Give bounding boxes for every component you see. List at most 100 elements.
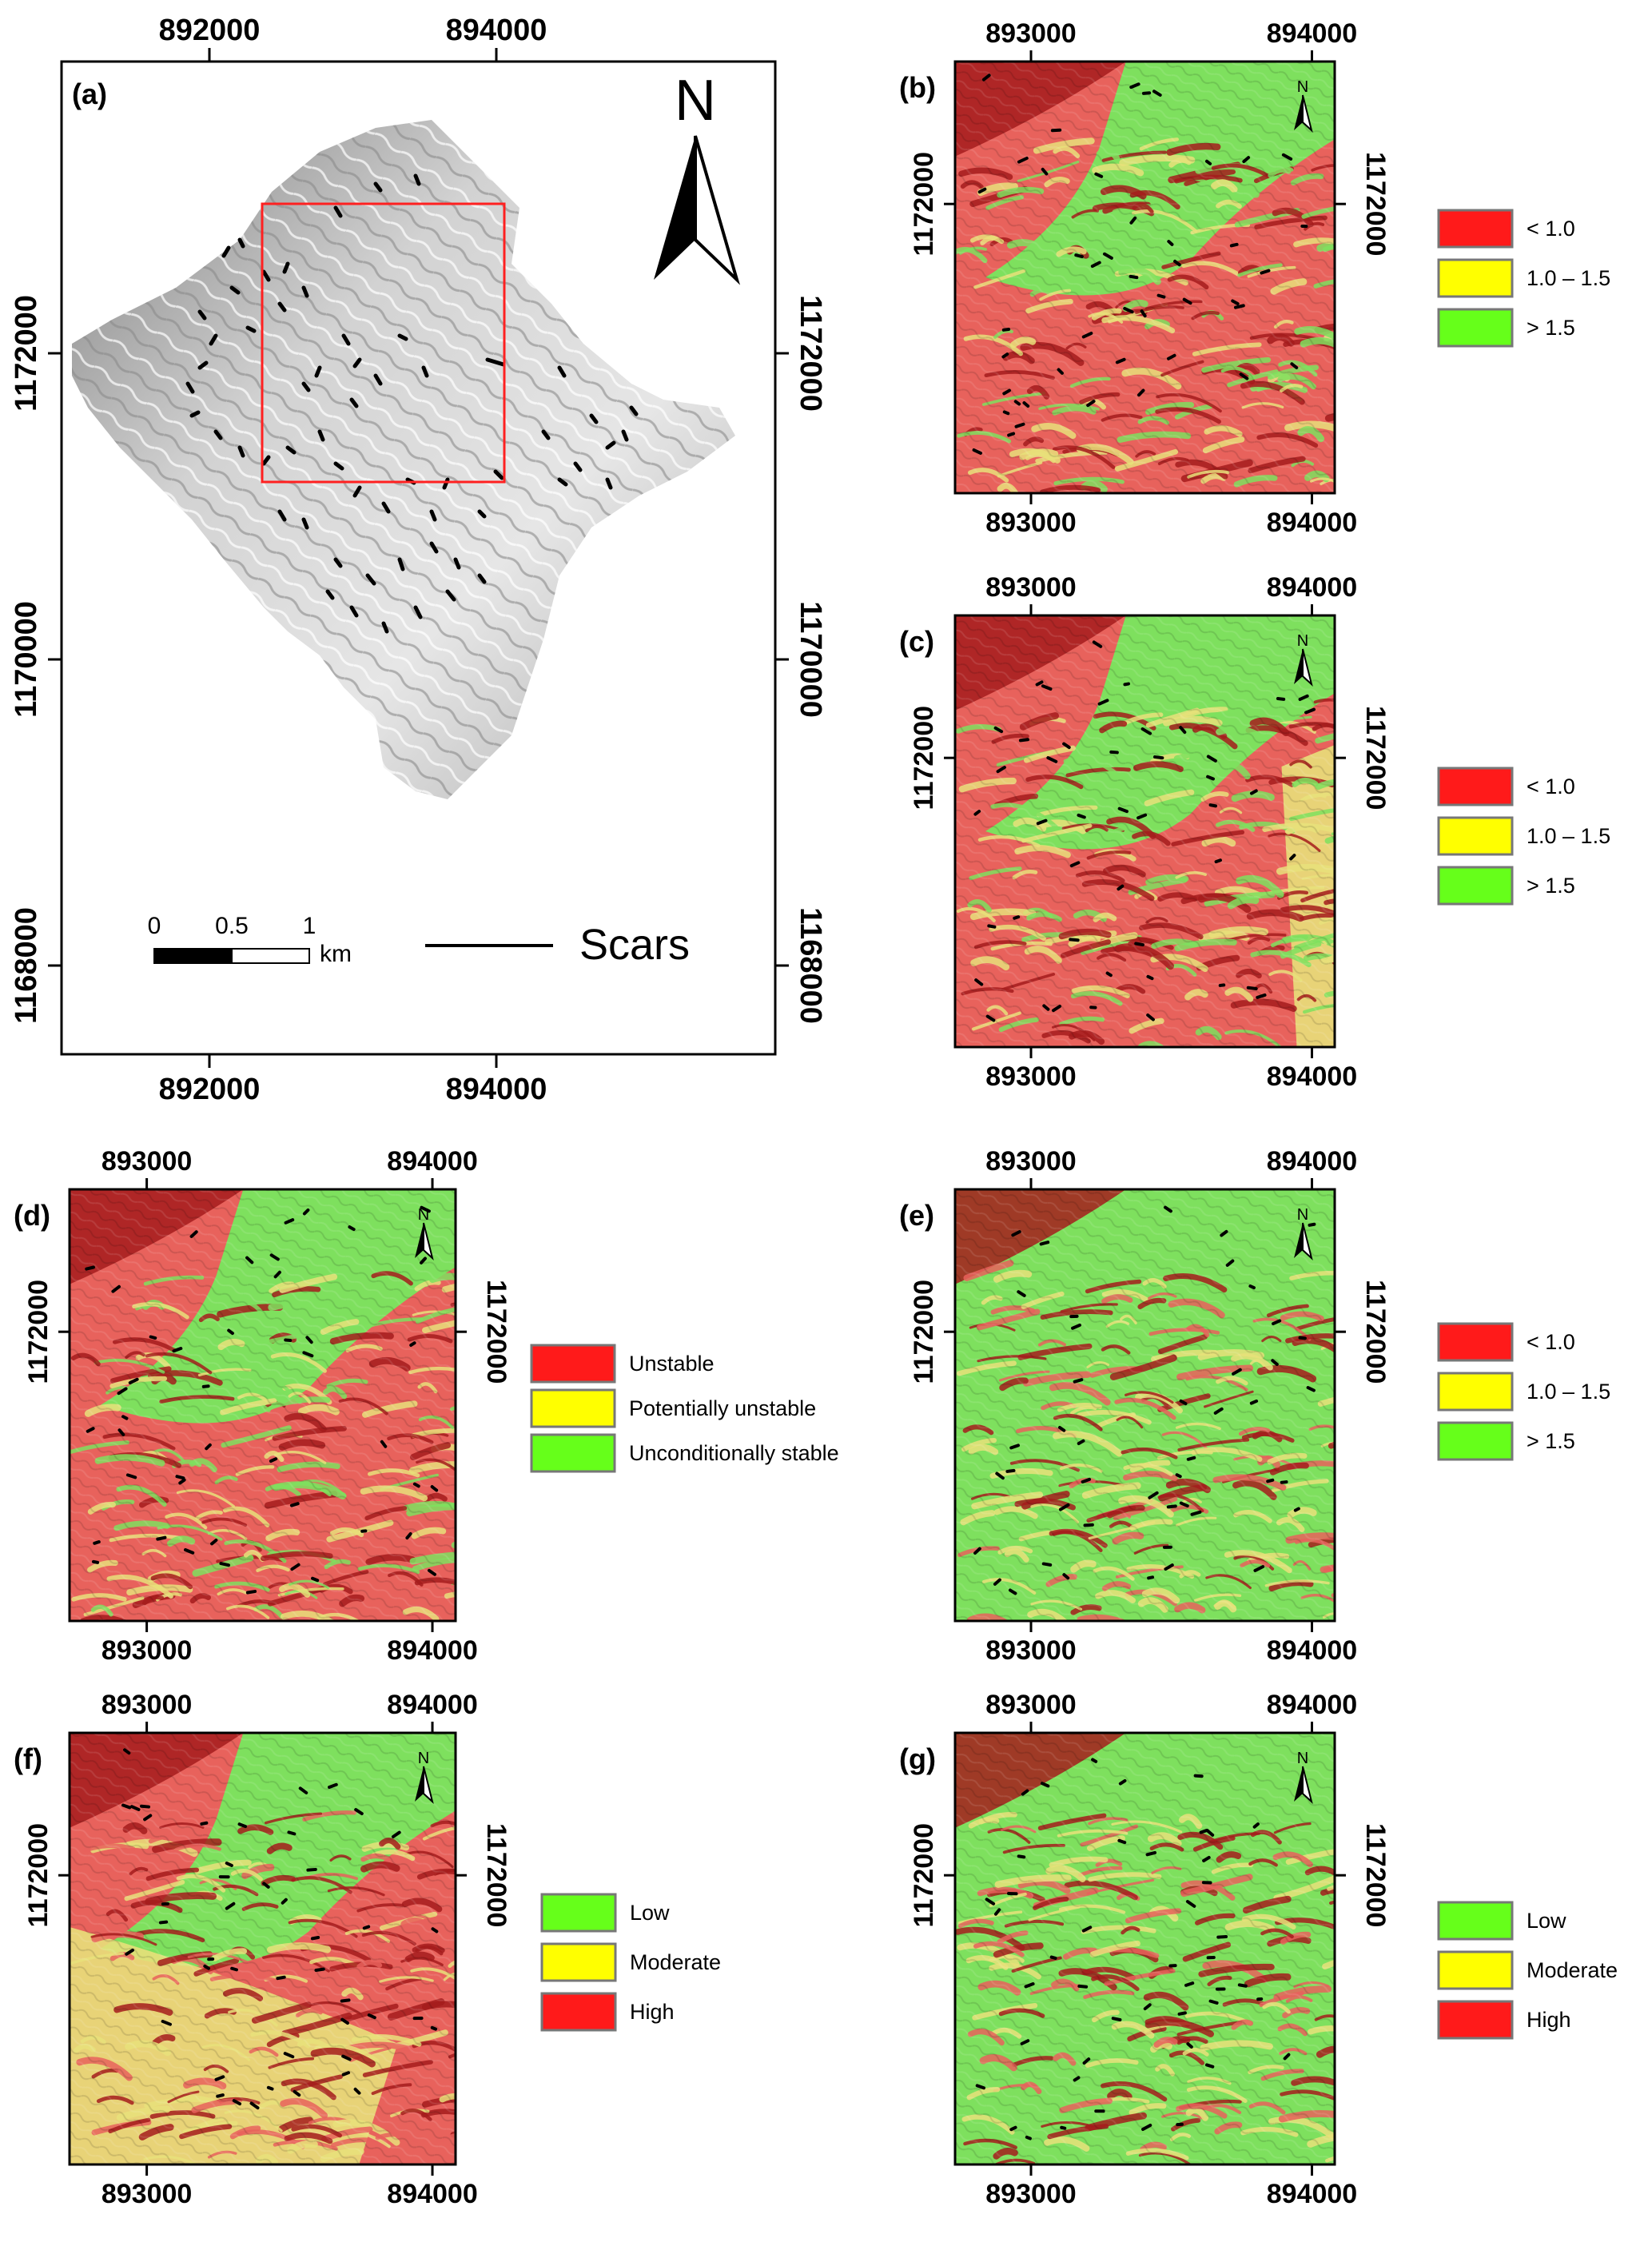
north-arrow-icon: N	[415, 1750, 434, 1804]
legend-label: 1.0 – 1.5	[1527, 1380, 1610, 1404]
left-tick: 1172000	[909, 1823, 939, 1928]
suitability-map	[955, 1189, 1335, 1621]
legend-label: Potentially unstable	[629, 1396, 816, 1420]
panel-frame	[953, 614, 1336, 1049]
legend-swatch	[1437, 816, 1514, 856]
a-right-tick-2: 1168000	[794, 907, 827, 1024]
legend-label: 1.0 – 1.5	[1527, 266, 1610, 290]
legend-label: Moderate	[1527, 1958, 1618, 1982]
bottom-tick-0: 893000	[102, 2179, 192, 2209]
north-arrow-icon: N	[654, 69, 740, 285]
north-arrow-icon: N	[415, 1206, 434, 1260]
north-arrow-icon: N	[1294, 1750, 1313, 1804]
legend: Unstable Potentially unstable Unconditiona…	[530, 1344, 839, 1473]
north-arrow-icon: N	[1294, 78, 1313, 133]
legend-swatch	[1437, 1322, 1514, 1362]
a-right-tick-0: 1172000	[794, 295, 827, 412]
north-arrow-icon: N	[1294, 632, 1313, 687]
left-tick: 1172000	[909, 152, 939, 257]
right-tick: 1172000	[1360, 1823, 1391, 1928]
top-tick-1: 894000	[1267, 1690, 1357, 1720]
legend-swatch	[1437, 866, 1514, 906]
top-tick-1: 894000	[1267, 1146, 1357, 1177]
bottom-tick-0: 893000	[985, 2179, 1076, 2209]
bottom-tick-1: 894000	[1267, 508, 1357, 538]
panel-frame	[953, 1731, 1336, 2166]
svg-text:Scars: Scars	[579, 921, 690, 969]
panel-g: 893000 894000 893000 894000 1172000 1172000 (g…	[899, 1690, 1618, 2209]
svg-text:N: N	[1297, 632, 1308, 650]
a-left-tick-1: 1170000	[10, 601, 43, 718]
svg-text:N: N	[1297, 1750, 1308, 1767]
legend-label: Unstable	[629, 1352, 715, 1376]
bottom-tick-0: 893000	[102, 1635, 192, 1666]
top-tick-0: 893000	[102, 1146, 192, 1177]
legend-label: > 1.5	[1527, 1429, 1575, 1453]
legend-label: Unconditionally stable	[629, 1441, 839, 1465]
top-tick-1: 894000	[1267, 572, 1357, 603]
legend-label: Moderate	[630, 1950, 721, 1974]
legend-label: > 1.5	[1527, 316, 1575, 340]
top-tick-0: 893000	[102, 1690, 192, 1720]
panel-label: (f)	[14, 1742, 42, 1775]
scale-bar: 0 0.5 1 km	[148, 913, 352, 967]
svg-text:1: 1	[303, 913, 316, 939]
legend: Low Moderate High	[540, 1893, 721, 2032]
legend-label: Low	[1527, 1909, 1566, 1933]
legend-swatch	[530, 1344, 616, 1384]
legend-swatch	[1437, 1372, 1514, 1412]
svg-text:N: N	[1297, 78, 1308, 96]
top-tick-1: 894000	[1267, 18, 1357, 49]
suitability-map	[955, 1733, 1335, 2164]
legend: < 1.0 1.0 – 1.5 > 1.5	[1437, 767, 1610, 906]
panel-label: (g)	[899, 1742, 936, 1775]
scars-legend: Scars	[425, 921, 690, 969]
scar-marks	[185, 173, 639, 634]
bottom-tick-1: 894000	[1267, 1061, 1357, 1092]
legend-label: < 1.0	[1527, 1330, 1575, 1354]
panel-d: 893000 894000 893000 894000 1172000 1172000 (d…	[14, 1146, 839, 1666]
a-left-tick-2: 1168000	[10, 907, 43, 1024]
legend-swatch	[1437, 767, 1514, 806]
right-tick: 1172000	[1360, 152, 1391, 257]
panel-label: (c)	[899, 625, 934, 658]
legend-swatch	[530, 1388, 616, 1428]
legend-swatch	[530, 1433, 616, 1473]
panel-frame	[68, 1188, 457, 1623]
panel-e: 893000 894000 893000 894000 1172000 1172000 (e…	[899, 1146, 1610, 1666]
legend-swatch	[1437, 308, 1514, 348]
right-tick: 1172000	[481, 1823, 512, 1928]
panel-frame	[68, 1731, 457, 2166]
left-tick: 1172000	[23, 1823, 54, 1928]
legend-swatch	[540, 1992, 617, 2032]
left-tick: 1172000	[23, 1280, 54, 1384]
legend-swatch	[1437, 1901, 1514, 1941]
legend-swatch	[1437, 2000, 1514, 2040]
north-arrow-icon: N	[1294, 1206, 1313, 1260]
left-tick: 1172000	[909, 706, 939, 810]
svg-text:0: 0	[148, 913, 161, 939]
legend: < 1.0 1.0 – 1.5 > 1.5	[1437, 209, 1610, 348]
suitability-map	[70, 1733, 456, 2164]
suitability-map	[955, 615, 1335, 1047]
legend-swatch	[540, 1893, 617, 1933]
legend-label: High	[630, 2000, 675, 2024]
panel-f: 893000 894000 893000 894000 1172000 1172000 (f…	[14, 1690, 721, 2209]
legend-label: High	[1527, 2008, 1571, 2032]
svg-text:N: N	[675, 69, 716, 133]
a-right-tick-1: 1170000	[794, 601, 827, 718]
bottom-tick-1: 894000	[387, 1635, 477, 1666]
legend: < 1.0 1.0 – 1.5 > 1.5	[1437, 1322, 1610, 1461]
bottom-tick-1: 894000	[1267, 2179, 1357, 2209]
svg-text:N: N	[418, 1750, 429, 1767]
bottom-tick-1: 894000	[1267, 1635, 1357, 1666]
legend-label: < 1.0	[1527, 775, 1575, 798]
a-bottom-tick-1: 894000	[446, 1073, 547, 1106]
right-tick: 1172000	[1360, 1280, 1391, 1384]
bottom-tick-1: 894000	[387, 2179, 477, 2209]
left-tick: 1172000	[909, 1280, 939, 1384]
a-bottom-tick-0: 892000	[159, 1073, 261, 1106]
panel-label: (b)	[899, 71, 936, 104]
legend-label: < 1.0	[1527, 217, 1575, 241]
svg-text:0.5: 0.5	[215, 913, 249, 939]
